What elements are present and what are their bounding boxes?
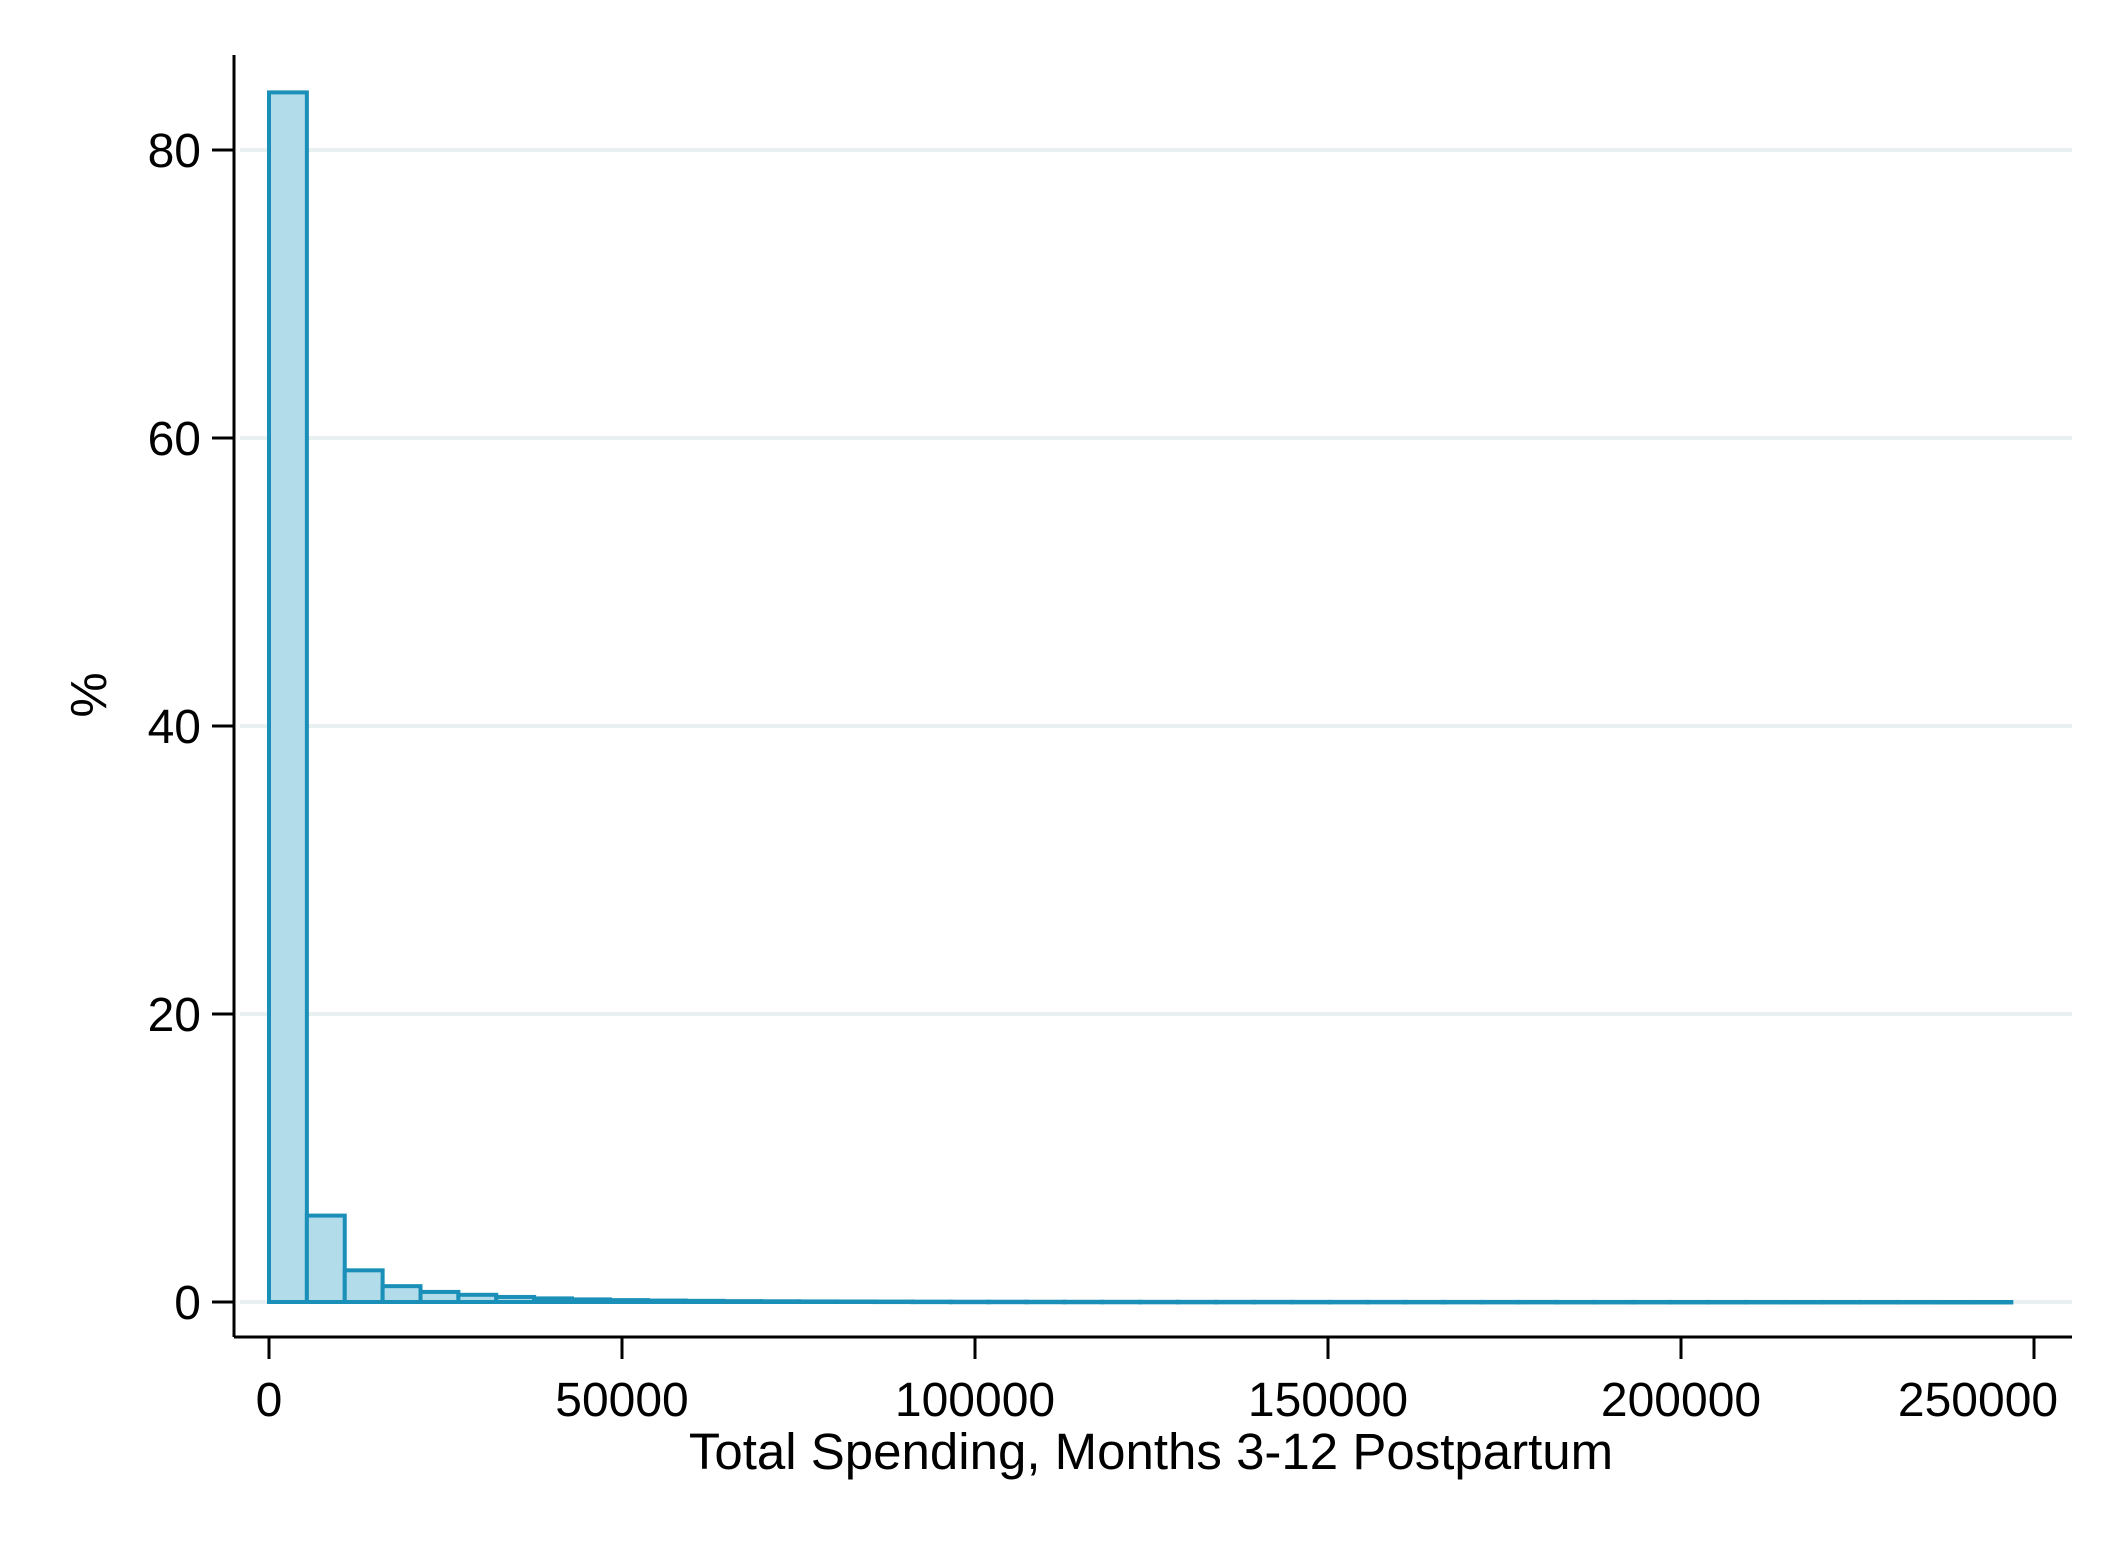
- y-axis-ticks: 0 20 40 60 80: [148, 125, 234, 1330]
- histogram-bar: [1630, 1299, 1673, 1305]
- x-tick-label: 150000: [1248, 1374, 1408, 1427]
- histogram-bar: [607, 1298, 650, 1305]
- histogram-bar: [1933, 1299, 1976, 1305]
- histogram-bar: [1479, 1299, 1521, 1305]
- x-tick-label: 250000: [1898, 1374, 2058, 1427]
- y-axis-title: %: [60, 672, 117, 717]
- histogram-bar: [1138, 1299, 1181, 1305]
- histogram-bar: [304, 1213, 347, 1304]
- histogram-bar: [910, 1299, 953, 1305]
- histogram-bar: [1365, 1299, 1408, 1305]
- histogram-bar: [1971, 1299, 2014, 1305]
- histogram-bars: [267, 90, 2014, 1305]
- histogram-bar: [1592, 1299, 1635, 1305]
- histogram-bar: [683, 1298, 726, 1305]
- histogram-bar: [1403, 1299, 1446, 1305]
- x-axis-title: Total Spending, Months 3-12 Postpartum: [689, 1423, 1613, 1480]
- histogram-bar: [570, 1297, 612, 1304]
- histogram-bar: [494, 1294, 537, 1304]
- histogram-bar: [645, 1298, 688, 1305]
- histogram-bar: [873, 1299, 915, 1305]
- histogram-bar: [1213, 1299, 1256, 1305]
- x-tick-label: 100000: [895, 1374, 1055, 1427]
- histogram-bar: [1819, 1299, 1862, 1305]
- histogram-bar: [986, 1299, 1029, 1305]
- histogram-bar: [1782, 1299, 1824, 1305]
- histogram-bar: [948, 1299, 991, 1305]
- histogram-bar: [456, 1292, 499, 1305]
- x-tick-label: 50000: [555, 1374, 688, 1427]
- x-tick-label: 200000: [1601, 1374, 1761, 1427]
- histogram-bar: [759, 1299, 802, 1305]
- histogram-bar: [1176, 1299, 1218, 1305]
- histogram-bar: [1024, 1299, 1067, 1305]
- histogram-bar: [267, 90, 309, 1304]
- y-tick-label: 0: [174, 1277, 201, 1330]
- histogram-bar: [797, 1299, 840, 1304]
- histogram-bar: [1857, 1299, 1900, 1305]
- histogram-bar: [380, 1284, 423, 1305]
- histogram-bar: [835, 1299, 878, 1304]
- histogram-bar: [1327, 1299, 1370, 1305]
- histogram-bar: [1100, 1299, 1143, 1305]
- histogram-bar: [1516, 1299, 1559, 1305]
- histogram-bar: [418, 1289, 461, 1305]
- histogram-bar: [1251, 1299, 1294, 1305]
- histogram-bar: [721, 1299, 764, 1304]
- histogram-bar: [532, 1296, 575, 1305]
- histogram-bar: [1744, 1299, 1787, 1305]
- histogram-bar: [1668, 1299, 1711, 1305]
- histogram-bar: [342, 1268, 385, 1304]
- histogram-bar: [1289, 1299, 1332, 1305]
- histogram-bar: [1554, 1299, 1597, 1305]
- y-tick-label: 20: [148, 989, 201, 1042]
- histogram-bar: [1895, 1299, 1938, 1305]
- axes: [232, 55, 2072, 1339]
- histogram-bar: [1441, 1299, 1484, 1305]
- histogram-bar: [1706, 1299, 1749, 1305]
- histogram-bar: [1062, 1299, 1105, 1305]
- grid-lines: [240, 148, 2072, 1304]
- y-tick-label: 60: [148, 413, 201, 466]
- y-tick-label: 80: [148, 125, 201, 178]
- y-tick-label: 40: [148, 701, 201, 754]
- x-tick-label: 0: [256, 1374, 283, 1427]
- x-axis-ticks: 0 50000 100000 150000 200000 250000: [256, 1337, 2058, 1427]
